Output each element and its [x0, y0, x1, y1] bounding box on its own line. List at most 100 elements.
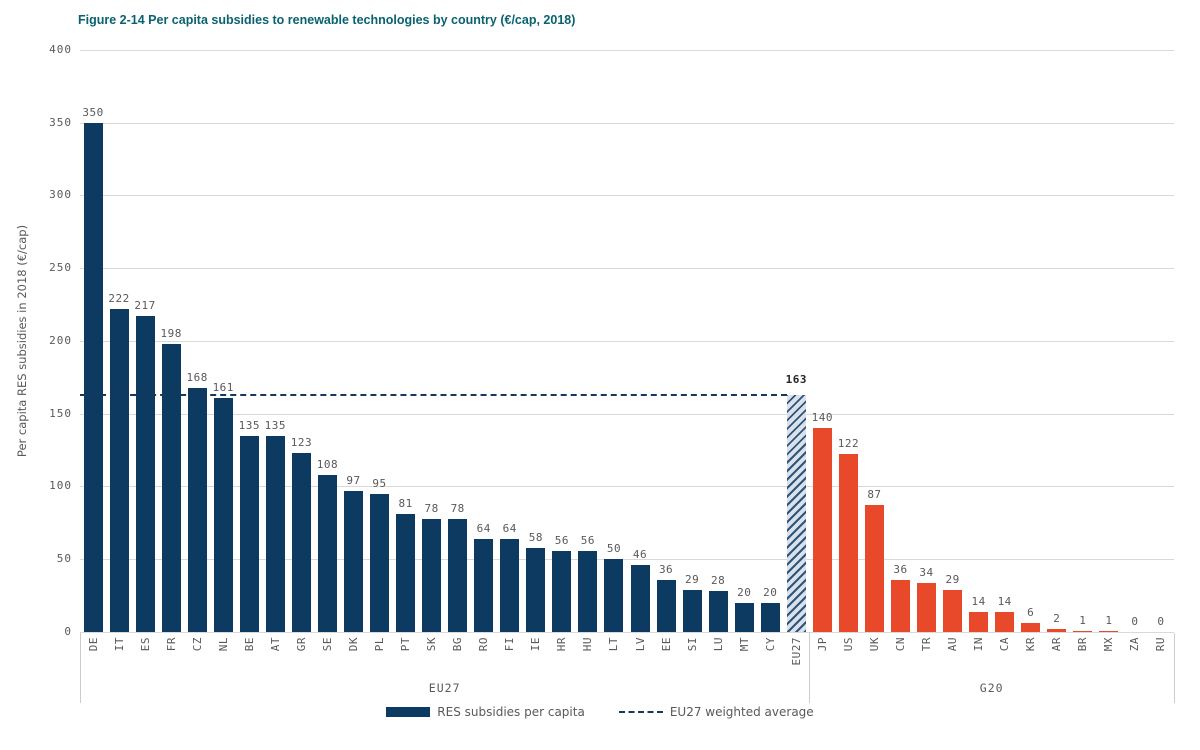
value-label-AU: 29 — [945, 573, 960, 586]
category-label-SI: SI — [679, 637, 705, 689]
category-label-HU: HU — [575, 637, 601, 689]
category-label-FR: FR — [158, 637, 184, 689]
gridline-350 — [80, 123, 1174, 124]
value-label-BG: 78 — [450, 502, 465, 515]
gridline-50 — [80, 559, 1174, 560]
value-label-BR: 1 — [1079, 614, 1087, 627]
value-label-IT: 222 — [108, 292, 130, 305]
bar-FI — [500, 539, 520, 632]
gridline-300 — [80, 195, 1174, 196]
bar-SI — [682, 590, 702, 632]
bar-AU — [943, 590, 963, 632]
bar-ES — [135, 316, 155, 632]
value-label-MX: 1 — [1105, 614, 1113, 627]
category-label-text: KR — [1024, 637, 1038, 652]
category-label-text: IN — [972, 637, 986, 652]
category-label-text: RO — [477, 637, 491, 652]
category-label-text: DK — [346, 637, 360, 652]
category-label-text: PL — [373, 637, 387, 652]
group-divider-2 — [1174, 633, 1175, 703]
chart-title: Figure 2-14 Per capita subsidies to rene… — [78, 13, 576, 27]
group-label-G20: G20 — [979, 681, 1004, 695]
category-label-text: CZ — [190, 637, 204, 652]
bar-DK — [344, 491, 363, 632]
value-label-LT: 50 — [606, 542, 622, 555]
bar-FR — [161, 344, 181, 632]
legend-item-weighted-average: EU27 weighted average — [618, 705, 814, 719]
category-label-text: LU — [711, 637, 725, 652]
category-label-text: UK — [867, 637, 881, 652]
bar-CZ — [187, 388, 207, 632]
category-label-CN: CN — [887, 637, 913, 689]
category-label-text: AU — [946, 637, 960, 652]
category-label-text: BR — [1076, 637, 1090, 652]
gridline-150 — [80, 414, 1174, 415]
gridline-0 — [80, 632, 1174, 633]
value-label-GR: 123 — [290, 436, 313, 449]
category-label-JP: JP — [809, 637, 835, 689]
category-label-LV: LV — [627, 637, 653, 689]
dashed-line-swatch-icon — [618, 711, 663, 713]
category-label-SE: SE — [314, 637, 340, 689]
bar-EU27 — [786, 395, 806, 632]
bar-LT — [604, 559, 624, 632]
bar-PL — [370, 494, 390, 632]
bar-BE — [239, 436, 259, 632]
value-label-DK: 97 — [346, 474, 361, 487]
bar-IE — [526, 548, 546, 632]
y-tick-label: 350 — [49, 116, 72, 129]
y-tick-label: 100 — [49, 479, 72, 492]
category-label-HR: HR — [549, 637, 575, 689]
value-label-CZ: 168 — [186, 371, 208, 384]
category-label-text: CY — [763, 637, 777, 652]
category-label-UK: UK — [861, 637, 887, 689]
eu27-weighted-average-line — [80, 394, 787, 396]
value-label-LU: 28 — [711, 574, 726, 587]
category-label-BE: BE — [236, 637, 262, 689]
category-label-text: PT — [399, 637, 413, 652]
value-label-TR: 34 — [919, 566, 934, 579]
category-label-US: US — [835, 637, 861, 689]
category-label-EE: EE — [653, 637, 679, 689]
category-label-text: NL — [216, 637, 230, 652]
bar-MX — [1099, 631, 1119, 632]
y-tick-label: 0 — [64, 625, 72, 638]
group-divider-0 — [80, 633, 81, 703]
legend-item-res-subsidies: RES subsidies per capita — [386, 705, 585, 719]
category-label-text: LT — [607, 637, 621, 652]
value-label-CY: 20 — [763, 586, 778, 599]
category-label-DE: DE — [80, 637, 106, 689]
value-label-CN: 36 — [893, 563, 908, 576]
bar-SK — [422, 519, 442, 632]
bar-HR — [552, 551, 572, 632]
bar-US — [838, 454, 858, 632]
value-label-SK: 78 — [424, 502, 439, 515]
gridline-100 — [80, 486, 1174, 487]
category-label-IE: IE — [523, 637, 549, 689]
bar-CY — [760, 603, 780, 632]
category-label-CZ: CZ — [184, 637, 210, 689]
gridline-250 — [80, 268, 1174, 269]
y-tick-label: 150 — [49, 407, 72, 420]
category-label-ES: ES — [132, 637, 158, 689]
bar-KR — [1021, 623, 1041, 632]
value-label-BE: 135 — [238, 419, 260, 432]
category-label-ZA: ZA — [1122, 637, 1148, 689]
value-label-PT: 81 — [398, 497, 413, 510]
bar-BG — [448, 519, 468, 632]
category-label-NL: NL — [210, 637, 236, 689]
legend-label: EU27 weighted average — [669, 705, 814, 719]
category-label-MT: MT — [731, 637, 757, 689]
category-label-text: AT — [268, 637, 282, 652]
bar-HU — [578, 551, 598, 632]
value-label-US: 122 — [837, 437, 860, 450]
category-label-text: US — [841, 637, 855, 652]
value-label-KR: 6 — [1027, 606, 1035, 619]
value-label-FI: 64 — [502, 522, 517, 535]
category-label-GR: GR — [288, 637, 314, 689]
category-label-BR: BR — [1070, 637, 1096, 689]
value-label-IN: 14 — [971, 595, 986, 608]
category-label-text: BG — [451, 637, 465, 652]
category-label-text: RU — [1154, 637, 1168, 652]
